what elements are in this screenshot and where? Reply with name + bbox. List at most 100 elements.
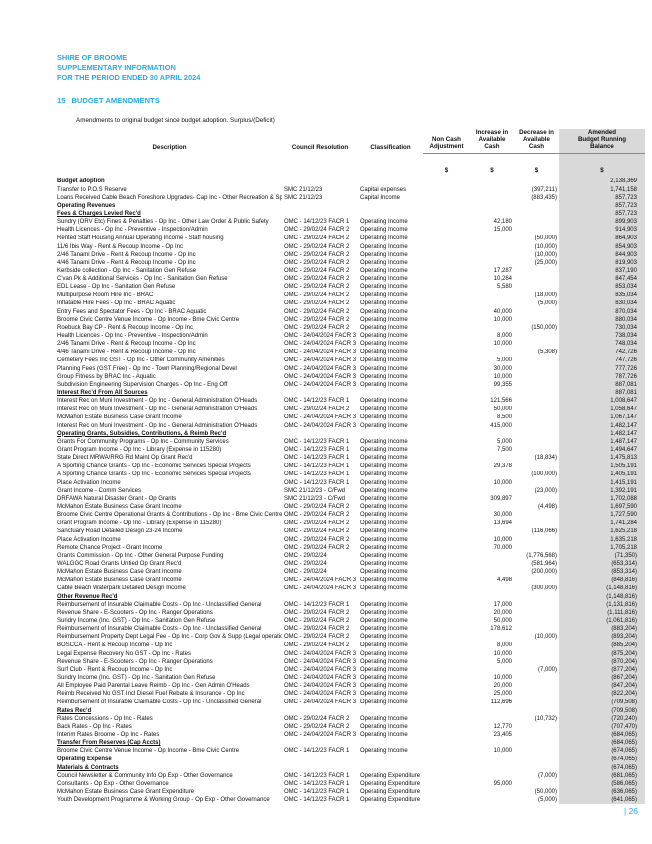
cell-council-resolution: OMC - 14/12/23 FACR 1 bbox=[284, 772, 350, 779]
cell-description: Cemetery Fees Inc GST - Op Inc - Other C… bbox=[57, 357, 225, 364]
cell-decrease-available-cash bbox=[514, 707, 559, 715]
cell-council-resolution: OMC - 29/02/24 FACR 2 bbox=[284, 235, 350, 242]
cell-description: 4/46 Tanami Drive - Rent & Recoup Income… bbox=[57, 349, 196, 356]
cell-council-resolution: OMC - 24/04/2024 FACR 3 bbox=[284, 333, 357, 340]
cell-amended-budget-running-balance: (707,470) bbox=[559, 723, 645, 732]
cell-increase-available-cash bbox=[470, 300, 514, 308]
cell-increase-available-cash bbox=[470, 560, 514, 568]
cell-non-cash-adjustment bbox=[423, 511, 470, 519]
cell-description: Loans Received Cable Beach Foreshore Upg… bbox=[57, 194, 282, 201]
table-row: C'van Pk & Additional Services - Op Inc … bbox=[57, 275, 645, 284]
cell-increase-available-cash: 17,287 bbox=[493, 267, 512, 274]
cell-increase-available-cash bbox=[470, 715, 514, 723]
cell-description: Back Rates - Op Inc - Rates bbox=[57, 723, 132, 730]
cell-increase-available-cash bbox=[470, 471, 514, 479]
cell-classification: Operating Income bbox=[360, 601, 408, 608]
table-body: Budget adoption 2,138,369 Transfer to P.… bbox=[57, 177, 645, 805]
cell-classification: Operating Income bbox=[360, 634, 408, 641]
cell-classification bbox=[358, 707, 423, 715]
cell-amended-budget-running-balance: 1,067,147 bbox=[559, 413, 645, 422]
cell-classification: Operating Income bbox=[360, 569, 408, 576]
table-row: Remote Chance Project - Grant Income OMC… bbox=[57, 543, 645, 553]
cell-non-cash-adjustment bbox=[423, 503, 470, 511]
cell-description: McMahon Estate Business Case Grant Incom… bbox=[57, 504, 182, 510]
section-heading: 15 BUDGET AMENDMENTS bbox=[57, 96, 652, 106]
table-row: All Employee Paid Parental Leave Reimb -… bbox=[57, 682, 645, 691]
cell-decrease-available-cash bbox=[514, 406, 559, 414]
cell-increase-available-cash: 8,000 bbox=[496, 642, 512, 649]
cell-description: McMahon Estate Business Case Grant Incom… bbox=[57, 414, 182, 421]
cell-non-cash-adjustment bbox=[423, 454, 470, 462]
table-subtitle: Amendments to original budget since budg… bbox=[76, 117, 275, 124]
cell-decrease-available-cash bbox=[514, 308, 559, 316]
cell-classification bbox=[358, 430, 423, 438]
cell-amended-budget-running-balance: (1,148,816) bbox=[559, 584, 645, 593]
cell-decrease-available-cash bbox=[514, 690, 559, 698]
cell-increase-available-cash bbox=[470, 503, 514, 511]
table-row: McMahon Estate Business Case Grant Incom… bbox=[57, 413, 645, 422]
cell-decrease-available-cash: (300,000) bbox=[531, 585, 557, 592]
cell-classification: Operating Income bbox=[360, 422, 408, 429]
cell-decrease-available-cash: (397,211) bbox=[531, 186, 557, 193]
cell-description: Planning Fees (GST Free) - Op Inc - Town… bbox=[57, 365, 237, 372]
table-row: Reimbursement of Insurable Claimable Cos… bbox=[57, 600, 645, 610]
cell-decrease-available-cash bbox=[514, 756, 559, 764]
cell-classification: Operating Income bbox=[360, 512, 408, 519]
cell-description: Operating Revenues bbox=[57, 202, 116, 209]
cell-classification: Operating Expenditure bbox=[360, 780, 421, 787]
cell-council-resolution: OMC - 14/12/23 FACR 1 bbox=[284, 438, 350, 445]
cell-description: Subdivision Engineering Supervision Char… bbox=[57, 381, 228, 388]
cell-description: WALGGC Road Grants Untied Op Grant Rec'd bbox=[57, 560, 182, 567]
cell-council-resolution: OMC - 29/02/24 bbox=[284, 569, 327, 576]
table-row: Rented Staff Housing Annual Operating In… bbox=[57, 234, 645, 243]
cell-council-resolution: OMC - 29/02/24 FACR 2 bbox=[284, 512, 350, 519]
cell-classification: Operating Income bbox=[360, 617, 408, 624]
cell-decrease-available-cash bbox=[514, 699, 559, 707]
cell-increase-available-cash bbox=[470, 194, 514, 202]
cell-non-cash-adjustment bbox=[423, 633, 470, 641]
cell-description: EDL Lease - Op Inc - Sanitation Gen Refu… bbox=[57, 284, 176, 291]
cell-decrease-available-cash bbox=[514, 682, 559, 690]
cell-decrease-available-cash bbox=[514, 283, 559, 291]
cell-council-resolution: OMC - 24/04/2024 FACR 3 bbox=[284, 373, 357, 380]
cell-decrease-available-cash: (23,000) bbox=[534, 487, 557, 494]
cell-council-resolution: OMC - 24/04/2024 FACR 3 bbox=[284, 731, 357, 738]
cell-description: 4/46 Tanami Drive - Rent & Recoup Income… bbox=[57, 259, 196, 266]
cell-council-resolution: OMC - 29/02/24 FACR 2 bbox=[284, 316, 350, 323]
cell-amended-budget-running-balance: (883,204) bbox=[559, 625, 645, 634]
currency-symbol: $ bbox=[534, 166, 539, 174]
cell-amended-budget-running-balance: (885,204) bbox=[559, 641, 645, 650]
cell-increase-available-cash: 99,355 bbox=[493, 381, 512, 388]
cell-amended-budget-running-balance: 837,190 bbox=[559, 267, 645, 276]
cell-increase-available-cash bbox=[470, 666, 514, 674]
report-period: FOR THE PERIOD ENDED 30 APRIL 2024 bbox=[57, 73, 201, 82]
cell-amended-budget-running-balance: 787,726 bbox=[559, 372, 645, 382]
cell-amended-budget-running-balance: (867,204) bbox=[559, 674, 645, 683]
cell-increase-available-cash bbox=[470, 788, 514, 796]
cell-non-cash-adjustment bbox=[423, 349, 470, 357]
cell-description: Sundry (ORV Etc) Fines & Penalties - Op … bbox=[57, 219, 269, 226]
cell-amended-budget-running-balance: (709,508) bbox=[559, 706, 645, 715]
cell-amended-budget-running-balance: 870,034 bbox=[559, 307, 645, 316]
cell-council-resolution: OMC - 29/02/24 FACR 2 bbox=[284, 617, 350, 624]
cell-increase-available-cash bbox=[470, 178, 514, 186]
table-row: Rates Rec'd (709,508) bbox=[57, 706, 645, 715]
cell-classification: Operating Income bbox=[360, 235, 408, 242]
cell-non-cash-adjustment bbox=[423, 552, 470, 560]
table-row: Broome Civic Centre Venue Income - Op In… bbox=[57, 747, 645, 756]
table-row: 4/46 Tanami Drive - Rent & Recoup Income… bbox=[57, 348, 645, 357]
cell-increase-available-cash: 121,566 bbox=[490, 398, 512, 405]
cell-classification: Operating Income bbox=[360, 552, 408, 559]
cell-classification: Operating Income bbox=[360, 674, 408, 681]
cell-classification: Operating Income bbox=[360, 691, 408, 698]
cell-description: Other Revenue Rec'd bbox=[57, 593, 118, 600]
cell-amended-budget-running-balance: (674,065) bbox=[559, 755, 645, 764]
cell-classification: Operating Income bbox=[360, 447, 408, 454]
cell-description: Inflatable Hire Fees - Op Inc - BRAC Aqu… bbox=[57, 300, 176, 307]
cell-council-resolution: OMC - 29/02/24 FACR 2 bbox=[284, 642, 350, 649]
cell-description: Grant Program Income - Op Inc - Library … bbox=[57, 447, 222, 454]
table-row: Interim Rates Broome - Op Inc - Rates OM… bbox=[57, 731, 645, 740]
table-row: McMahon Estate Business Case Grant Incom… bbox=[57, 576, 645, 585]
cell-description: Reimbursement of Insurable Claimable Cos… bbox=[57, 601, 262, 608]
cell-amended-budget-running-balance: 880,034 bbox=[559, 316, 645, 325]
